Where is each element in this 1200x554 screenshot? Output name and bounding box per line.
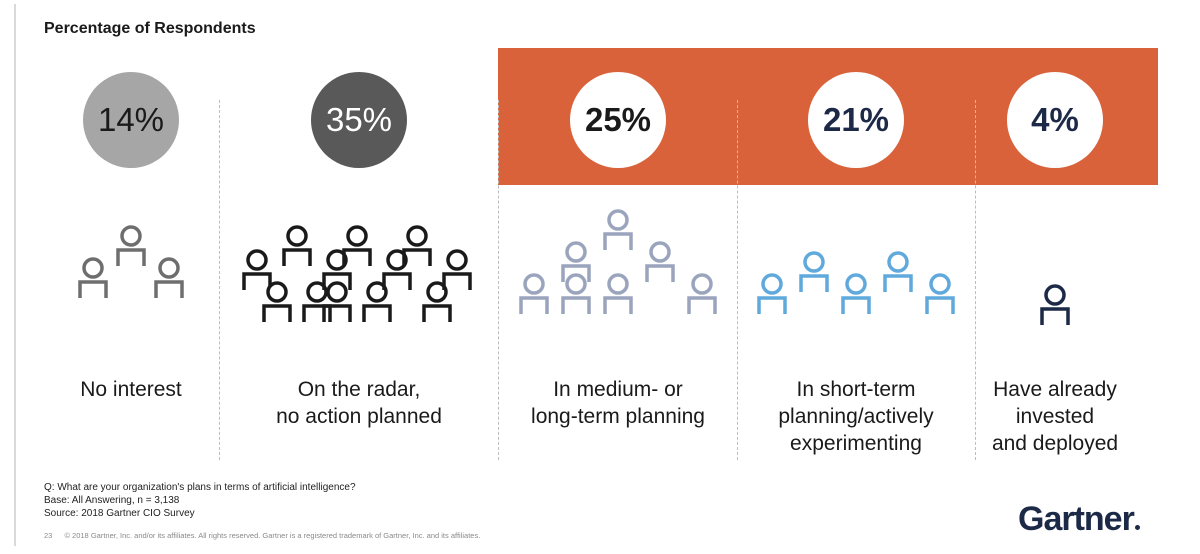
person-icon — [799, 251, 829, 292]
person-icon — [154, 257, 184, 298]
person-icon — [519, 273, 549, 314]
person-icon — [242, 249, 272, 290]
category-label-line: experimenting — [790, 432, 922, 455]
category-label: In medium- or long-term planning — [523, 376, 713, 430]
person-icon — [422, 281, 452, 322]
category-label-line: planning/actively — [778, 405, 934, 428]
person-icon — [362, 281, 392, 322]
category-label-line: In medium- or — [553, 378, 683, 401]
chart-title: Percentage of Respondents — [44, 20, 256, 37]
category-label-line: In short-term — [796, 378, 916, 401]
category-label-line: no action planned — [276, 405, 442, 428]
person-icon — [78, 257, 108, 298]
person-icon — [645, 241, 675, 282]
person-icon — [262, 281, 292, 322]
person-icon — [402, 225, 432, 266]
person-icon — [757, 273, 787, 314]
person-icon — [382, 249, 412, 290]
person-icon — [322, 249, 352, 290]
value-bubble: 14% — [83, 72, 179, 168]
person-icon — [302, 281, 332, 322]
person-icon — [342, 225, 372, 266]
category-label: No interest — [36, 376, 226, 403]
category-label-line: and deployed — [991, 432, 1119, 455]
person-icon — [1040, 284, 1070, 325]
category-label-line: On the radar, — [297, 378, 421, 401]
person-icon — [603, 273, 633, 314]
person-icon — [442, 249, 472, 290]
column-divider — [219, 100, 220, 460]
survey-source: Source: 2018 Gartner CIO Survey — [44, 508, 195, 519]
category-label: Have already invested and deployed — [960, 376, 1150, 457]
person-icon — [841, 273, 871, 314]
page-number: 23 — [44, 531, 53, 540]
copyright-line: 23 © 2018 Gartner, Inc. and/or its affil… — [44, 531, 480, 540]
value-bubble: 25% — [570, 72, 666, 168]
category-label: In short-term planning/actively experiment… — [761, 376, 951, 457]
category-label-line: Have already — [993, 378, 1117, 401]
gartner-logo: Gartner — [1018, 500, 1140, 539]
person-icon — [925, 273, 955, 314]
value-bubble: 4% — [1007, 72, 1103, 168]
value-bubble: 21% — [808, 72, 904, 168]
column-divider — [498, 100, 499, 460]
person-icon — [322, 281, 352, 322]
person-icon — [603, 209, 633, 250]
column-divider — [975, 100, 976, 460]
category-label-line: long-term planning — [531, 405, 705, 428]
value-bubble: 35% — [311, 72, 407, 168]
person-icon — [883, 251, 913, 292]
person-icon — [687, 273, 717, 314]
person-icon — [282, 225, 312, 266]
copyright-text: © 2018 Gartner, Inc. and/or its affiliat… — [64, 531, 481, 540]
category-label-line: invested — [1015, 405, 1095, 428]
slide-frame — [14, 4, 1192, 546]
person-icon — [561, 273, 591, 314]
survey-question: Q: What are your organization's plans in… — [44, 482, 356, 493]
column-divider — [737, 100, 738, 460]
category-label-line: No interest — [80, 378, 182, 401]
person-icon — [116, 225, 146, 266]
person-icon — [561, 241, 591, 282]
survey-base: Base: All Answering, n = 3,138 — [44, 495, 180, 506]
category-label: On the radar, no action planned — [264, 376, 454, 430]
